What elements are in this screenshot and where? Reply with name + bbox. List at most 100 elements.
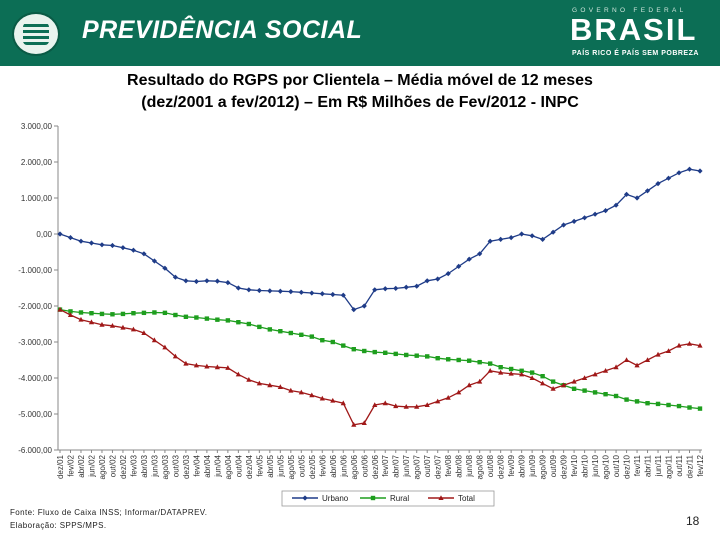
x-tick-label: abr/09 xyxy=(518,454,527,477)
x-tick-label: jun/09 xyxy=(528,454,537,477)
x-tick-label: fev/03 xyxy=(129,454,138,476)
x-tick-label: abr/03 xyxy=(140,454,149,477)
data-point-rural xyxy=(603,392,608,397)
data-point-rural xyxy=(194,315,199,320)
x-tick-label: out/09 xyxy=(549,454,558,477)
data-point-rural xyxy=(372,349,377,355)
data-point-total xyxy=(151,337,158,343)
source-note: Fonte: Fluxo de Caixa INSS; Informar/DAT… xyxy=(10,508,208,517)
data-point-rural xyxy=(435,356,440,361)
data-point-urbano xyxy=(319,291,325,297)
x-tick-label: jun/02 xyxy=(87,454,96,477)
data-point-rural xyxy=(362,348,367,354)
data-point-total xyxy=(288,387,294,393)
data-point-urbano xyxy=(130,247,137,253)
data-point-urbano xyxy=(498,236,504,242)
data-point-total xyxy=(162,344,168,350)
data-point-rural xyxy=(645,401,650,406)
data-point-urbano xyxy=(330,291,336,298)
x-tick-label: dez/02 xyxy=(119,454,128,479)
x-tick-label: ago/06 xyxy=(350,454,359,479)
data-point-urbano xyxy=(340,292,346,298)
header-banner: PREVIDÊNCIA SOCIAL GOVERNO FEDERAL BRASI… xyxy=(0,0,720,66)
data-point-urbano xyxy=(235,285,241,291)
data-point-total xyxy=(403,404,409,409)
x-tick-label: out/04 xyxy=(234,454,243,477)
data-point-urbano xyxy=(225,280,231,286)
data-point-total xyxy=(508,370,514,376)
chart-title-line1: Resultado do RGPS por Clientela – Média … xyxy=(127,72,593,89)
x-tick-label: out/06 xyxy=(360,454,369,477)
x-tick-label: abr/02 xyxy=(77,454,86,477)
data-point-urbano xyxy=(550,229,556,235)
data-point-total xyxy=(424,402,430,407)
data-point-rural xyxy=(89,311,94,316)
data-point-urbano xyxy=(424,278,430,284)
data-point-urbano xyxy=(466,256,472,262)
x-tick-label: abr/10 xyxy=(581,454,590,477)
data-point-total xyxy=(456,389,462,395)
gov-brasil-label: BRASIL xyxy=(570,12,698,47)
data-point-total xyxy=(466,382,472,388)
data-point-urbano xyxy=(487,238,493,244)
data-point-rural xyxy=(456,357,461,363)
data-point-rural xyxy=(236,320,241,325)
data-point-urbano xyxy=(634,195,640,201)
x-tick-label: out/10 xyxy=(612,454,621,477)
data-point-total xyxy=(225,365,231,370)
x-tick-label: dez/11 xyxy=(686,454,695,478)
data-point-total xyxy=(67,312,74,317)
y-tick-label: 0,00 xyxy=(36,230,52,239)
data-point-total xyxy=(602,368,609,373)
data-point-total xyxy=(57,306,63,312)
data-point-rural xyxy=(299,332,304,337)
data-point-urbano xyxy=(78,238,84,244)
y-tick-label: 3.000,00 xyxy=(21,122,53,131)
data-point-urbano xyxy=(697,168,703,174)
data-point-urbano xyxy=(372,287,378,293)
data-point-total xyxy=(141,330,147,335)
data-point-rural xyxy=(110,312,115,317)
data-point-total xyxy=(372,402,378,407)
data-point-total xyxy=(571,378,577,384)
data-point-rural xyxy=(351,347,356,352)
footer-note: Fonte: Fluxo de Caixa INSS; Informar/DAT… xyxy=(10,506,207,532)
data-point-total xyxy=(487,368,493,373)
data-point-rural xyxy=(571,386,577,391)
data-point-urbano xyxy=(120,245,126,251)
data-point-rural xyxy=(173,312,178,318)
data-point-rural xyxy=(330,339,335,345)
data-point-rural xyxy=(529,370,535,375)
data-point-rural xyxy=(582,388,587,393)
data-point-total xyxy=(78,316,84,322)
data-point-total xyxy=(267,382,273,388)
x-tick-label: ago/05 xyxy=(287,454,296,479)
page-number: 18 xyxy=(686,514,700,528)
x-tick-label: dez/04 xyxy=(245,454,254,479)
data-point-rural xyxy=(613,393,619,399)
data-point-rural xyxy=(477,359,482,365)
x-tick-label: jun/11 xyxy=(654,454,663,477)
data-point-rural xyxy=(68,309,73,314)
x-tick-label: jun/06 xyxy=(339,454,348,477)
y-tick-label: -5.000,00 xyxy=(18,410,52,419)
data-point-urbano xyxy=(519,231,525,237)
data-point-total xyxy=(613,364,619,370)
x-tick-label: jun/08 xyxy=(465,454,474,477)
data-point-rural xyxy=(445,357,451,362)
data-point-rural xyxy=(278,329,283,334)
data-point-total xyxy=(592,371,598,377)
x-tick-label: ago/02 xyxy=(98,454,107,479)
data-point-total xyxy=(686,341,693,346)
brand-title: PREVIDÊNCIA SOCIAL xyxy=(82,16,363,44)
data-point-total xyxy=(309,392,315,398)
data-point-urbano xyxy=(256,287,262,294)
x-tick-label: fev/02 xyxy=(66,454,75,476)
x-tick-label: ago/08 xyxy=(476,454,485,479)
data-point-total xyxy=(382,400,388,406)
x-tick-label: dez/06 xyxy=(371,454,380,479)
data-point-rural xyxy=(288,330,294,336)
data-point-total xyxy=(623,357,630,362)
data-point-urbano xyxy=(561,222,567,228)
data-point-total xyxy=(550,386,556,391)
